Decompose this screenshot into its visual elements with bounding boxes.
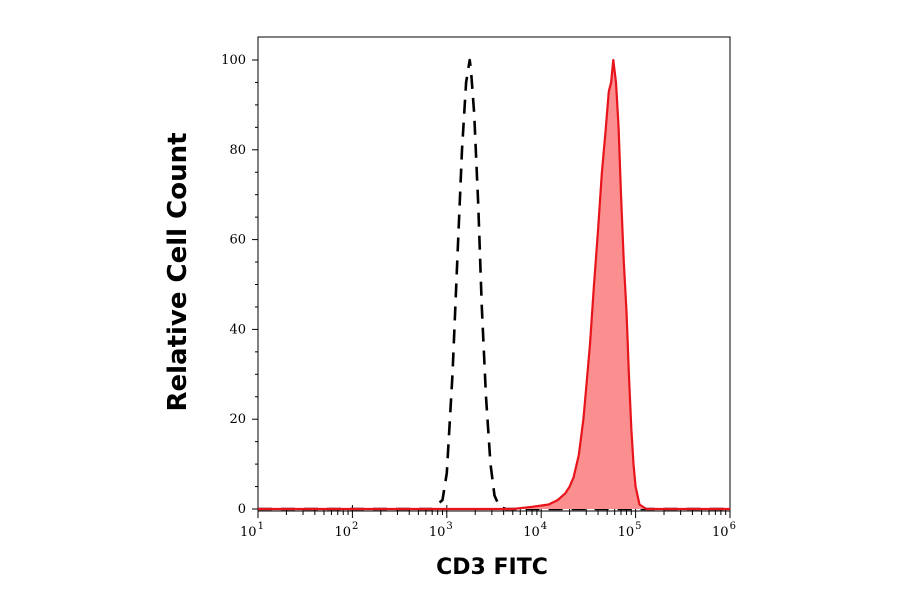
x-tick-label: 104	[523, 521, 547, 540]
series-layer	[258, 58, 730, 511]
series-1-outline	[258, 58, 730, 511]
plot-frame	[257, 36, 731, 512]
y-tick-label: 20	[229, 412, 246, 427]
y-tick-label: 60	[229, 233, 246, 248]
x-axis-title: CD3 FITC	[436, 555, 548, 580]
x-tick-label: 101	[240, 521, 264, 540]
y-tick-label: 40	[229, 322, 246, 337]
x-tick-label: 105	[618, 521, 642, 540]
x-tick-label: 102	[334, 521, 358, 540]
y-axis: 0 20 40 60 80 100	[221, 53, 258, 517]
x-tick-label: 103	[429, 521, 453, 540]
y-tick-label: 0	[238, 502, 246, 517]
series-1-area	[258, 60, 730, 509]
x-tick-label: 106	[712, 521, 736, 540]
x-axis: 101 102 103 104 105 106	[240, 505, 736, 540]
y-axis-title: Relative Cell Count	[163, 132, 193, 411]
series-0-line	[258, 58, 730, 511]
y-tick-label: 100	[221, 53, 246, 68]
y-tick-label: 80	[229, 143, 246, 158]
